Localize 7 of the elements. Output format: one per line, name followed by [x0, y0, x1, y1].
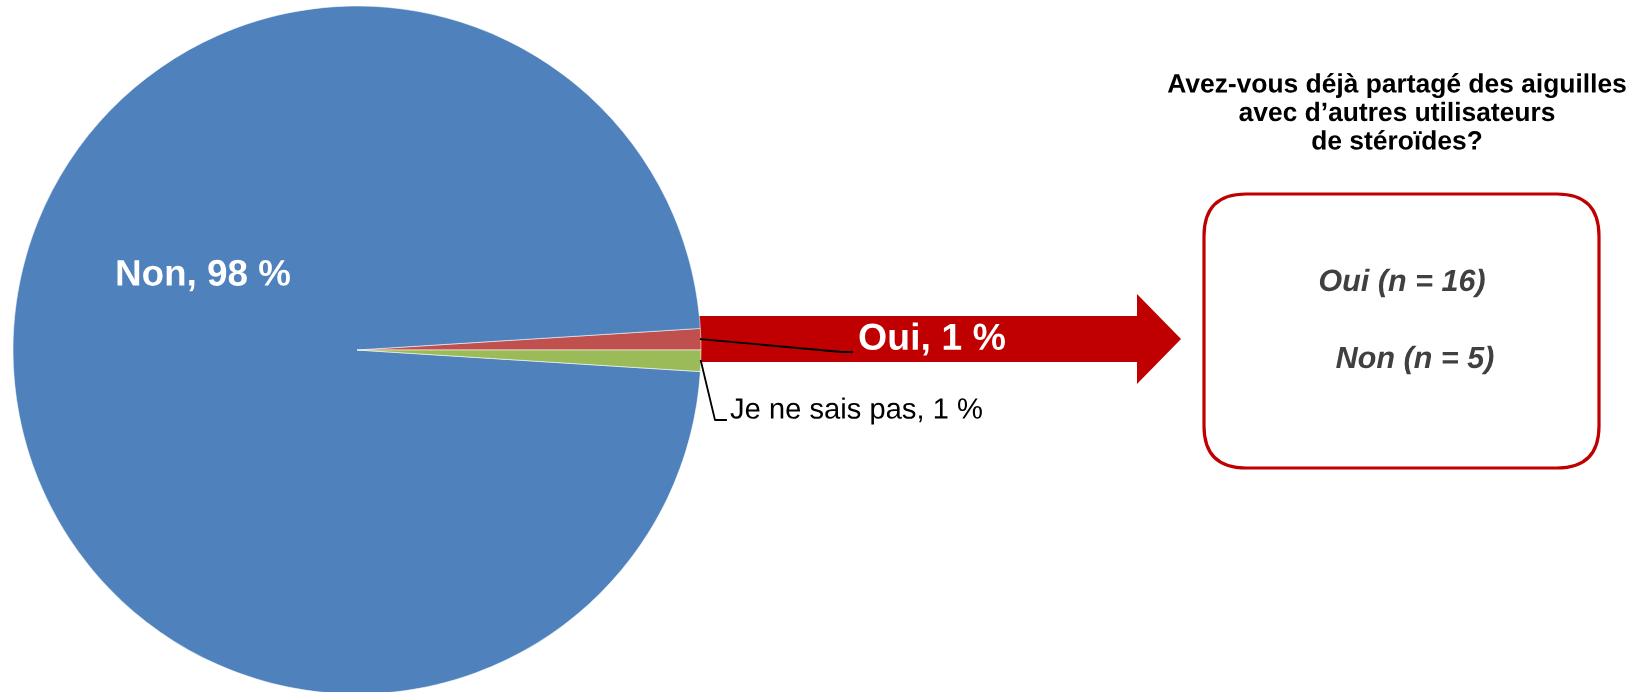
text: Oui (n = 16)	[1319, 268, 1485, 298]
pie-slice	[12, 5, 701, 692]
text: Non (n = 5)	[1336, 345, 1494, 375]
slice-label: Je ne sais pas, 1 %	[730, 397, 982, 425]
slice-label: Non, 98 %	[117, 259, 290, 292]
text: Avez-vous déjà partagé des aiguilles avec d’autres utilisateurs de stéroïdes?	[1167, 73, 1626, 150]
slice-label: Oui, 1 %	[859, 322, 1005, 356]
